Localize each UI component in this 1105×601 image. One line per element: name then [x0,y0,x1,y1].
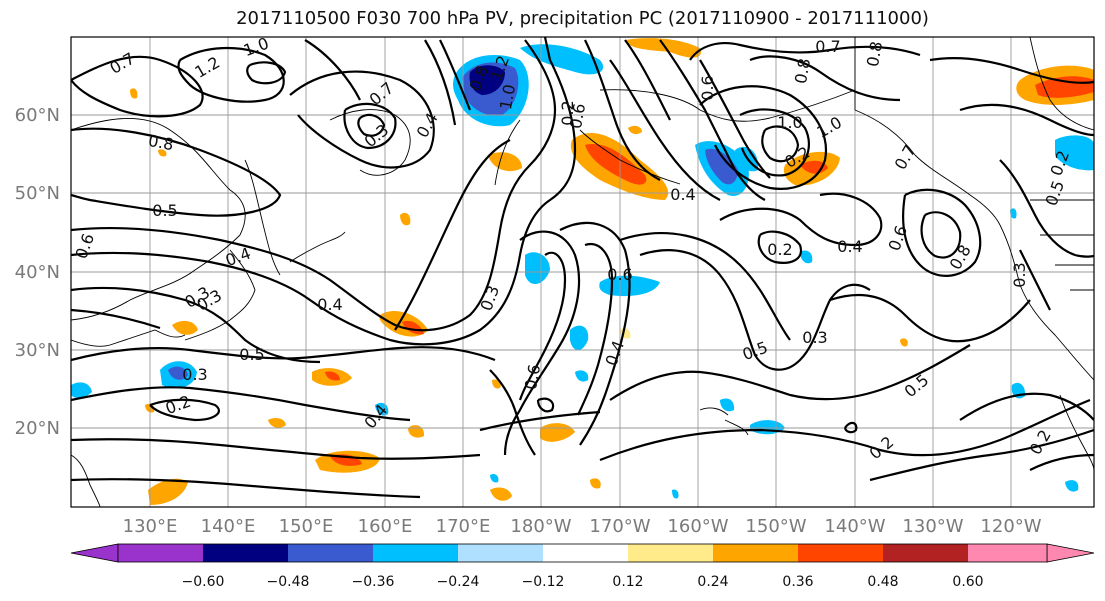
contour-label: 0.6 [698,75,717,100]
contour-label: 0.4 [317,295,342,314]
coastlines [71,37,1094,507]
contour-label: 0.2 [767,240,792,259]
contour-label: 0.3 [802,328,827,347]
colorbar-tick: 0.24 [697,574,728,590]
contour-label: 0.4 [837,237,862,256]
colorbar-segment [288,544,373,562]
colorbar-tick: −0.48 [267,574,310,590]
colorbar-segment [373,544,458,562]
longitude-labels: 130°E 140°E 150°E 160°E 170°E 180°W 170°… [123,516,1042,537]
map-title: 2017110500 F030 700 hPa PV, precipitatio… [236,8,929,29]
contour-label: 0.8 [791,57,814,85]
colorbar-tick: −0.24 [437,574,480,590]
graticule [71,37,1094,507]
contour-label: 0.6 [521,363,544,391]
contour-label: 0.5 [239,345,264,364]
colorbar-tick: −0.60 [182,574,225,590]
colorbar-segment [883,544,968,562]
contour-label: 1.0 [777,113,802,132]
lat-label-60n: 60°N [15,105,60,126]
contour-label: 0.3 [182,365,207,384]
contour-label: 0.6 [566,102,589,130]
contour-label: 0.6 [607,265,632,284]
contour-label: 0.5 [152,201,177,220]
colorbar-segment [798,544,883,562]
contour-label: 0.8 [147,131,175,154]
lon-label-120w: 120°W [980,516,1041,537]
lat-label-30n: 30°N [15,340,60,361]
colorbar-tick: −0.12 [522,574,565,590]
colorbar-border [117,543,1048,563]
lat-label-40n: 40°N [15,262,60,283]
lon-label-140w: 140°W [824,516,885,537]
lat-label-50n: 50°N [15,183,60,204]
contour-label: 0.4 [670,185,695,204]
colorbar-lower-extend [70,543,119,563]
colorbar-tick: 0.48 [867,574,898,590]
contour-label: 0.3 [1010,262,1029,287]
lon-label-160e: 160°E [358,516,413,537]
colorbar-tick: 0.36 [782,574,813,590]
colorbar-segment [458,544,543,562]
lat-label-20n: 20°N [15,418,60,439]
colorbar-tick: 0.60 [952,574,983,590]
lon-label-150e: 150°E [279,516,334,537]
colorbar: −0.60 −0.48 −0.36 −0.24 −0.12 0.12 0.24 … [70,543,1095,590]
contour-label: 1.0 [496,83,519,111]
colorbar-upper-extend [1046,543,1095,563]
colorbar-segment [543,544,628,562]
contour-label: 0.8 [863,40,886,68]
latitude-labels: 60°N 50°N 40°N 30°N 20°N [15,105,60,439]
contour-label: 0.2 [558,100,577,125]
lon-label-130e: 130°E [123,516,178,537]
colorbar-segment [713,544,798,562]
contour-label: 0.7 [815,37,840,56]
lon-label-140e: 140°E [201,516,256,537]
lon-label-150w: 150°W [745,516,806,537]
colorbar-segment [628,544,713,562]
lon-label-130w: 130°W [902,516,963,537]
map-frame [70,36,1095,508]
lon-label-170w: 170°W [589,516,650,537]
colorbar-tick: 0.12 [612,574,643,590]
colorbar-segment [203,544,288,562]
colorbar-segments [117,543,1048,563]
lon-label-160w: 160°W [667,516,728,537]
colorbar-ticks: −0.60 −0.48 −0.36 −0.24 −0.12 0.12 0.24 … [182,574,984,590]
lon-label-180w: 180°W [510,516,571,537]
lon-label-170e: 170°E [436,516,491,537]
colorbar-segment [968,544,1047,562]
colorbar-tick: −0.36 [352,574,395,590]
colorbar-segment [118,544,203,562]
pv-contours [71,37,1094,499]
